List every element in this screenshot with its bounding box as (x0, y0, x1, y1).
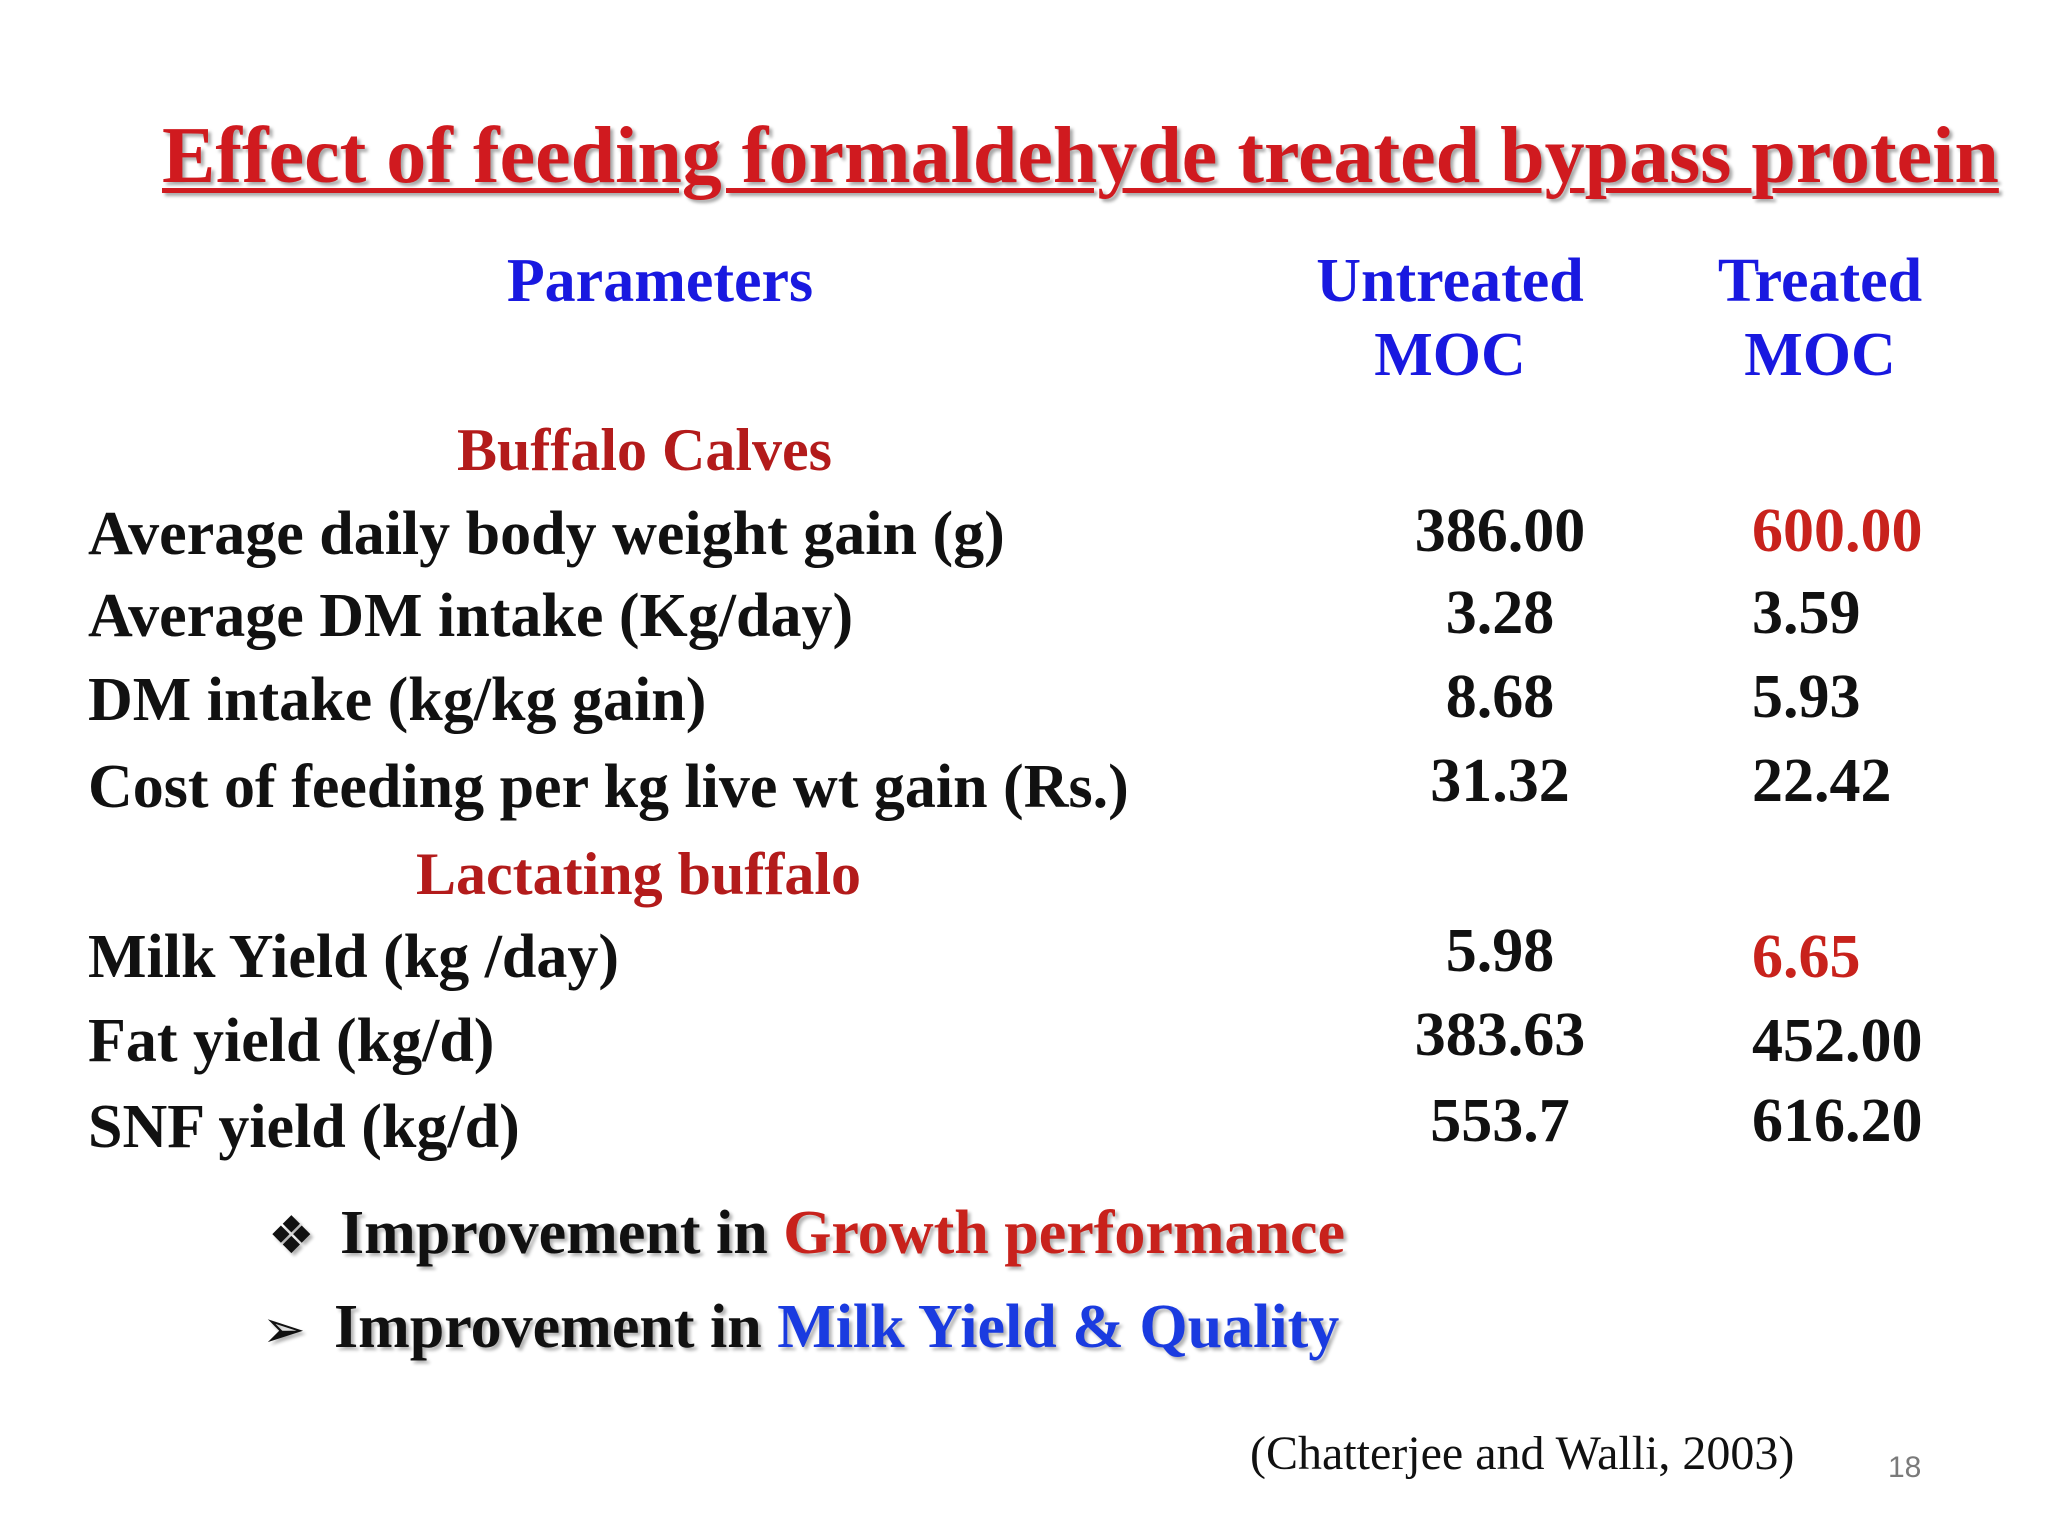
row-label-feeding-cost: Cost of feeding per kg live wt gain (Rs.… (88, 753, 1129, 821)
bullet-2-prefix: Improvement in (334, 1293, 778, 1361)
row-untreated-dm-intake: 3.28 (1445, 579, 1555, 647)
page-number: 18 (1888, 1451, 1922, 1484)
row-untreated-fat-yield: 383.63 (1414, 1001, 1586, 1069)
arrowhead-bullet-icon: ➢ (262, 1300, 306, 1360)
bullet-1-highlight: Growth performance (783, 1199, 1346, 1267)
header-treated-line1: Treated (1717, 247, 1923, 315)
row-label-milk-yield: Milk Yield (kg /day) (88, 923, 620, 991)
slide-title: Effect of feeding formaldehyde treated b… (162, 112, 1999, 200)
row-label-dm-per-gain: DM intake (kg/kg gain) (88, 666, 707, 734)
bullet-milk-yield-quality: ➢ Improvement in Milk Yield & Quality (262, 1290, 1339, 1367)
row-untreated-daily-gain: 386.00 (1414, 497, 1586, 565)
header-untreated-moc: Untreated MOC (1280, 244, 1620, 392)
row-untreated-snf-yield: 553.7 (1430, 1087, 1570, 1155)
header-parameters-label: Parameters (506, 247, 814, 315)
bullet-2-highlight: Milk Yield & Quality (777, 1293, 1340, 1361)
section-buffalo-calves: Buffalo Calves (457, 417, 832, 483)
header-treated-line2: MOC (1744, 321, 1896, 389)
bullet-growth-performance: ❖ Improvement in Growth performance (268, 1196, 1345, 1273)
header-parameters: Parameters (400, 244, 920, 318)
citation: (Chatterjee and Walli, 2003) (1250, 1427, 1795, 1480)
row-treated-milk-yield: 6.65 (1752, 923, 1861, 991)
row-label-snf-yield: SNF yield (kg/d) (88, 1093, 520, 1161)
row-treated-snf-yield: 616.20 (1752, 1087, 1923, 1155)
row-untreated-feeding-cost: 31.32 (1430, 747, 1570, 815)
row-untreated-milk-yield: 5.98 (1445, 917, 1555, 985)
row-treated-fat-yield: 452.00 (1752, 1007, 1923, 1075)
row-treated-dm-per-gain: 5.93 (1752, 663, 1861, 731)
row-treated-feeding-cost: 22.42 (1752, 747, 1892, 815)
row-label-daily-gain: Average daily body weight gain (g) (88, 500, 1005, 568)
row-treated-daily-gain: 600.00 (1752, 497, 1923, 565)
row-label-dm-intake: Average DM intake (Kg/day) (88, 582, 854, 650)
header-untreated-line2: MOC (1374, 321, 1526, 389)
section-lactating-buffalo: Lactating buffalo (416, 841, 862, 907)
bullet-1-prefix: Improvement in (340, 1199, 784, 1267)
row-untreated-dm-per-gain: 8.68 (1445, 663, 1555, 731)
header-treated-moc: Treated MOC (1660, 244, 1980, 392)
header-untreated-line1: Untreated (1316, 247, 1584, 315)
row-treated-dm-intake: 3.59 (1752, 579, 1861, 647)
row-label-fat-yield: Fat yield (kg/d) (88, 1007, 495, 1075)
diamond-bullet-icon: ❖ (268, 1206, 315, 1266)
